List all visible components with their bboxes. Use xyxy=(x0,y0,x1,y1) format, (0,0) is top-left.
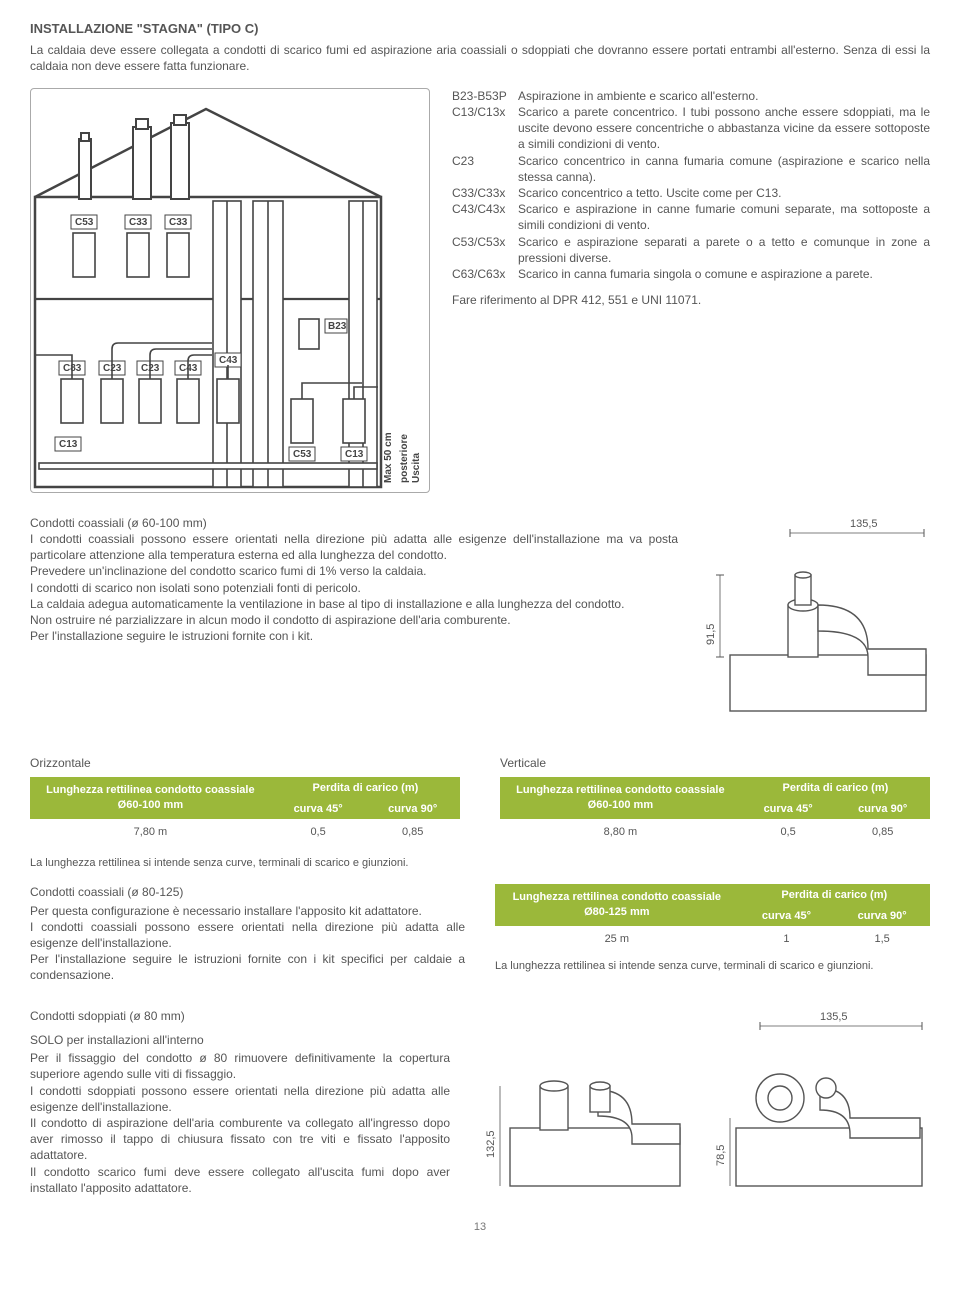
svg-text:C33: C33 xyxy=(169,217,188,228)
svg-text:C43: C43 xyxy=(219,355,238,366)
vertical-table: Lunghezza rettilinea condotto coassiale … xyxy=(500,777,930,846)
svg-text:posteriore: posteriore xyxy=(399,434,410,483)
th-45: curva 45° xyxy=(741,800,836,819)
th-length: Lunghezza rettilinea condotto coassiale … xyxy=(30,777,271,819)
th-loss: Perdita di carico (m) xyxy=(739,884,930,907)
def-text: Scarico a parete concentrico. I tubi pos… xyxy=(518,104,930,153)
def-code: B23-B53P xyxy=(452,88,518,104)
svg-text:135,5: 135,5 xyxy=(820,1011,848,1023)
coax-60-100-body: I condotti coassiali possono essere orie… xyxy=(30,531,678,644)
dim-top: 135,5 xyxy=(850,518,878,530)
th-length: Lunghezza rettilinea condotto coassiale … xyxy=(495,884,739,926)
split-80-subtitle: SOLO per installazioni all'interno xyxy=(30,1032,450,1048)
th-loss: Perdita di carico (m) xyxy=(741,777,930,800)
def-code: C13/C13x xyxy=(452,104,518,153)
th-90: curva 90° xyxy=(835,800,930,819)
svg-text:78,5: 78,5 xyxy=(715,1144,727,1165)
length-note-2: La lunghezza rettilinea si intende senza… xyxy=(495,959,930,974)
def-text: Scarico e aspirazione separati a parete … xyxy=(518,234,930,266)
td-length: 8,80 m xyxy=(500,819,741,846)
split-80-body: Per il fissaggio del condotto ø 80 rimuo… xyxy=(30,1050,450,1196)
definitions-note: Fare riferimento al DPR 412, 551 e UNI 1… xyxy=(452,292,930,308)
def-code: C53/C53x xyxy=(452,234,518,266)
page-number: 13 xyxy=(30,1220,930,1235)
def-code: C23 xyxy=(452,153,518,185)
td-45: 0,5 xyxy=(271,819,366,846)
coax-80-125-body: Per questa configurazione è necessario i… xyxy=(30,903,465,984)
svg-text:C53: C53 xyxy=(293,449,312,460)
length-note: La lunghezza rettilinea si intende senza… xyxy=(30,856,930,871)
td-90: 0,85 xyxy=(835,819,930,846)
def-text: Aspirazione in ambiente e scarico all'es… xyxy=(518,88,930,104)
th-length: Lunghezza rettilinea condotto coassiale … xyxy=(500,777,741,819)
td-90: 1,5 xyxy=(834,926,930,953)
svg-text:C13: C13 xyxy=(345,449,364,460)
td-45: 0,5 xyxy=(741,819,836,846)
def-text: Scarico concentrico in canna fumaria com… xyxy=(518,153,930,185)
def-code: C63/C63x xyxy=(452,266,518,282)
horizontal-table: Lunghezza rettilinea condotto coassiale … xyxy=(30,777,460,846)
def-text: Scarico concentrico a tetto. Uscite come… xyxy=(518,185,930,201)
def-code: C43/C43x xyxy=(452,201,518,233)
installation-diagram: C53 C33 C33 xyxy=(30,88,430,493)
def-text: Scarico in canna fumaria singola o comun… xyxy=(518,266,930,282)
horizontal-title: Orizzontale xyxy=(30,755,460,771)
svg-text:C13: C13 xyxy=(59,439,78,450)
coax-80-125-title: Condotti coassiali (ø 80-125) xyxy=(30,884,465,900)
svg-text:132,5: 132,5 xyxy=(485,1130,497,1158)
th-loss: Perdita di carico (m) xyxy=(271,777,460,800)
th-90: curva 90° xyxy=(834,907,930,926)
svg-text:Uscita: Uscita xyxy=(411,452,422,482)
svg-text:Max 50 cm: Max 50 cm xyxy=(383,432,394,483)
td-45: 1 xyxy=(739,926,835,953)
td-90: 0,85 xyxy=(365,819,460,846)
split-80-diagram: 135,5 132,5 78,5 xyxy=(480,1008,930,1202)
svg-text:C33: C33 xyxy=(129,217,148,228)
definitions-list: B23-B53PAspirazione in ambiente e scaric… xyxy=(452,88,930,493)
dim-side: 91,5 xyxy=(705,624,717,645)
page-title: INSTALLAZIONE "STAGNA" (TIPO C) xyxy=(30,20,930,38)
svg-text:B23: B23 xyxy=(328,321,347,332)
th-45: curva 45° xyxy=(739,907,835,926)
td-length: 25 m xyxy=(495,926,739,953)
intro-text: La caldaia deve essere collegata a condo… xyxy=(30,42,930,74)
split-80-title: Condotti sdoppiati (ø 80 mm) xyxy=(30,1008,450,1024)
vertical-title: Verticale xyxy=(500,755,930,771)
th-90: curva 90° xyxy=(365,800,460,819)
def-code: C33/C33x xyxy=(452,185,518,201)
coax-60-100-title: Condotti coassiali (ø 60-100 mm) xyxy=(30,515,678,531)
th-45: curva 45° xyxy=(271,800,366,819)
td-length: 7,80 m xyxy=(30,819,271,846)
coax-60-100-diagram: 135,5 91,5 xyxy=(700,515,930,715)
def-text: Scarico e aspirazione in canne fumarie c… xyxy=(518,201,930,233)
svg-text:C53: C53 xyxy=(75,217,94,228)
coax-80-125-table: Lunghezza rettilinea condotto coassiale … xyxy=(495,884,930,953)
